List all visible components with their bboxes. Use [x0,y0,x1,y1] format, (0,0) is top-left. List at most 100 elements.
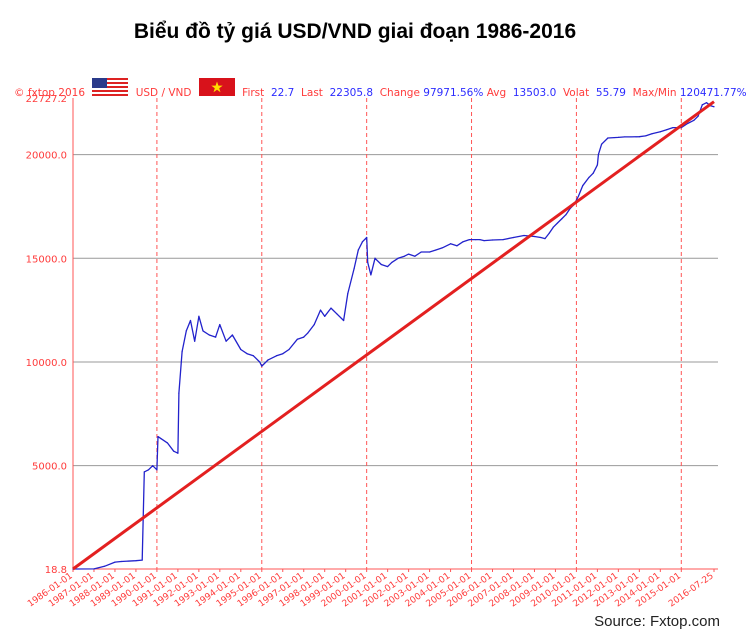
series-layer [72,100,715,571]
data-point [600,143,603,145]
data-point [319,309,322,311]
data-point [491,239,494,241]
data-point [588,176,590,178]
avg-value: 13503.0 [512,87,557,99]
data-point [374,257,376,259]
y-tick-label: 15000.0 [26,254,67,265]
data-point [533,235,536,238]
data-point [103,565,106,567]
data-point [705,102,708,104]
data-point [613,136,615,139]
avg-label: Avg [486,87,507,99]
data-point [275,355,278,357]
data-point [194,340,196,342]
maxmin-label: Max/Min [632,87,677,99]
data-point [659,131,661,133]
data-point [540,236,542,239]
data-point [435,249,437,251]
data-point [556,222,559,224]
data-point [135,560,137,562]
axis-layer [72,98,718,572]
data-point [252,355,254,357]
y-tick-label: 5000.0 [32,462,67,473]
data-point [420,251,422,253]
data-point [512,236,515,239]
data-point [693,119,695,121]
data-point [114,561,116,563]
grid-layer [73,98,718,569]
data-point [357,249,359,251]
data-point [617,136,619,138]
stats-header: © fxtop 2016 USD / VND First 22.7 Last 2… [14,78,747,99]
data-point [475,239,477,241]
data-point [261,365,263,367]
data-point [449,243,452,245]
data-point [483,240,485,242]
data-point [428,251,431,253]
first-label: First [242,87,265,99]
source-note: Source: Fxtop.com [594,613,720,630]
data-point [177,452,179,454]
data-point [181,351,183,353]
data-point [219,324,221,326]
data-point [303,336,305,338]
data-point [342,319,345,322]
data-point [185,330,187,332]
data-point [93,568,95,570]
data-point [166,442,168,444]
data-point [370,274,372,276]
data-point [638,136,640,138]
data-point [157,436,159,438]
y-tick-label: 18.8 [45,565,67,576]
data-point [202,330,204,332]
last-label: Last [301,87,323,99]
data-point [548,232,550,234]
data-point [259,361,261,363]
data-point [408,253,410,255]
data-point [208,334,210,336]
data-point [231,334,234,336]
data-point [313,324,315,326]
data-point [672,127,674,129]
us-flag-icon [92,78,129,96]
data-point [141,559,143,561]
data-point [387,265,389,268]
data-point [330,307,332,309]
data-point [630,136,632,138]
data-point [267,359,269,361]
data-point [282,353,284,355]
data-point [523,234,525,237]
data-point [651,133,653,135]
data-point [240,348,242,351]
chart-title: Biểu đồ tỷ giá USD/VND giai đoạn 1986-20… [133,20,577,43]
data-point [198,315,200,317]
data-point [120,560,122,563]
data-point [397,257,399,259]
data-point [596,164,598,166]
data-point [456,245,458,247]
data-point [347,292,349,295]
data-point [544,237,546,240]
data-point [189,319,192,322]
data-point [366,236,368,239]
data-point [215,336,217,338]
data-point [414,255,416,257]
data-point [666,129,668,131]
data-point [288,348,290,351]
volat-value: 55.79 [595,87,626,99]
y-tick-label: 22727.2 [26,94,67,105]
data-point [156,469,158,471]
data-point [296,338,299,340]
y-tick-label: 10000.0 [26,358,67,369]
data-point [686,122,689,125]
data-point [624,136,626,138]
data-point [701,104,703,106]
vietnam-flag-icon [198,78,235,96]
data-point [391,261,393,264]
data-point [561,218,563,220]
data-point [468,239,471,241]
data-point [697,115,699,117]
data-point [479,239,481,241]
data-point [367,261,369,264]
data-point [160,438,162,440]
